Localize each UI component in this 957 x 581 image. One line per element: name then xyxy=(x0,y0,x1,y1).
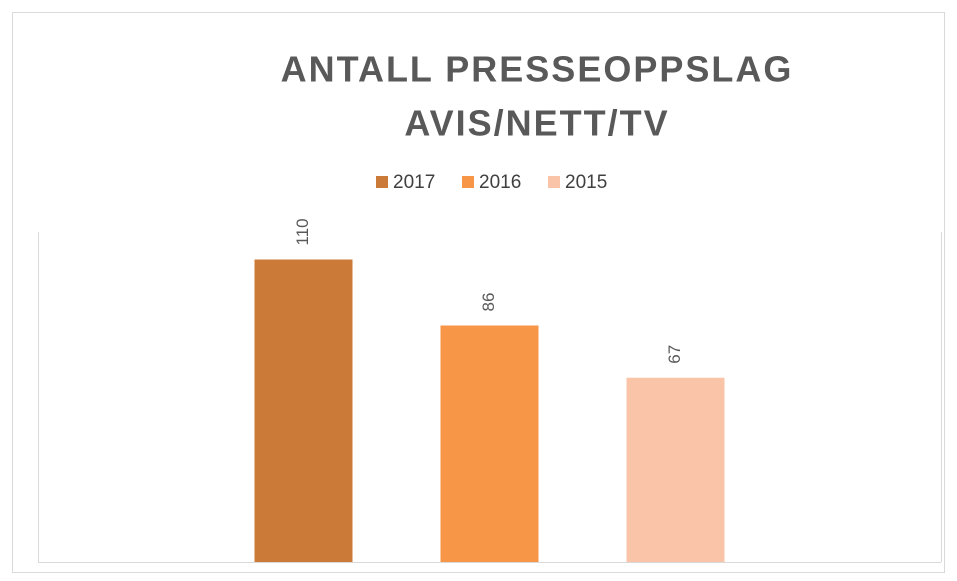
chart-title: ANTALL PRESSEOPPSLAG xyxy=(281,49,794,90)
data-label: 110 xyxy=(293,218,312,245)
legend-swatch xyxy=(462,176,474,188)
legend-label: 2015 xyxy=(565,172,607,193)
bar xyxy=(626,377,725,562)
legend-swatch xyxy=(548,176,560,188)
legend-label: 2016 xyxy=(479,172,521,193)
bar xyxy=(440,325,539,562)
bar xyxy=(254,259,353,562)
legend-swatch xyxy=(376,176,388,188)
chart-title: AVIS/NETT/TV xyxy=(404,103,669,144)
data-label: 86 xyxy=(479,293,498,312)
data-label: 67 xyxy=(665,345,684,364)
legend-label: 2017 xyxy=(393,172,435,193)
